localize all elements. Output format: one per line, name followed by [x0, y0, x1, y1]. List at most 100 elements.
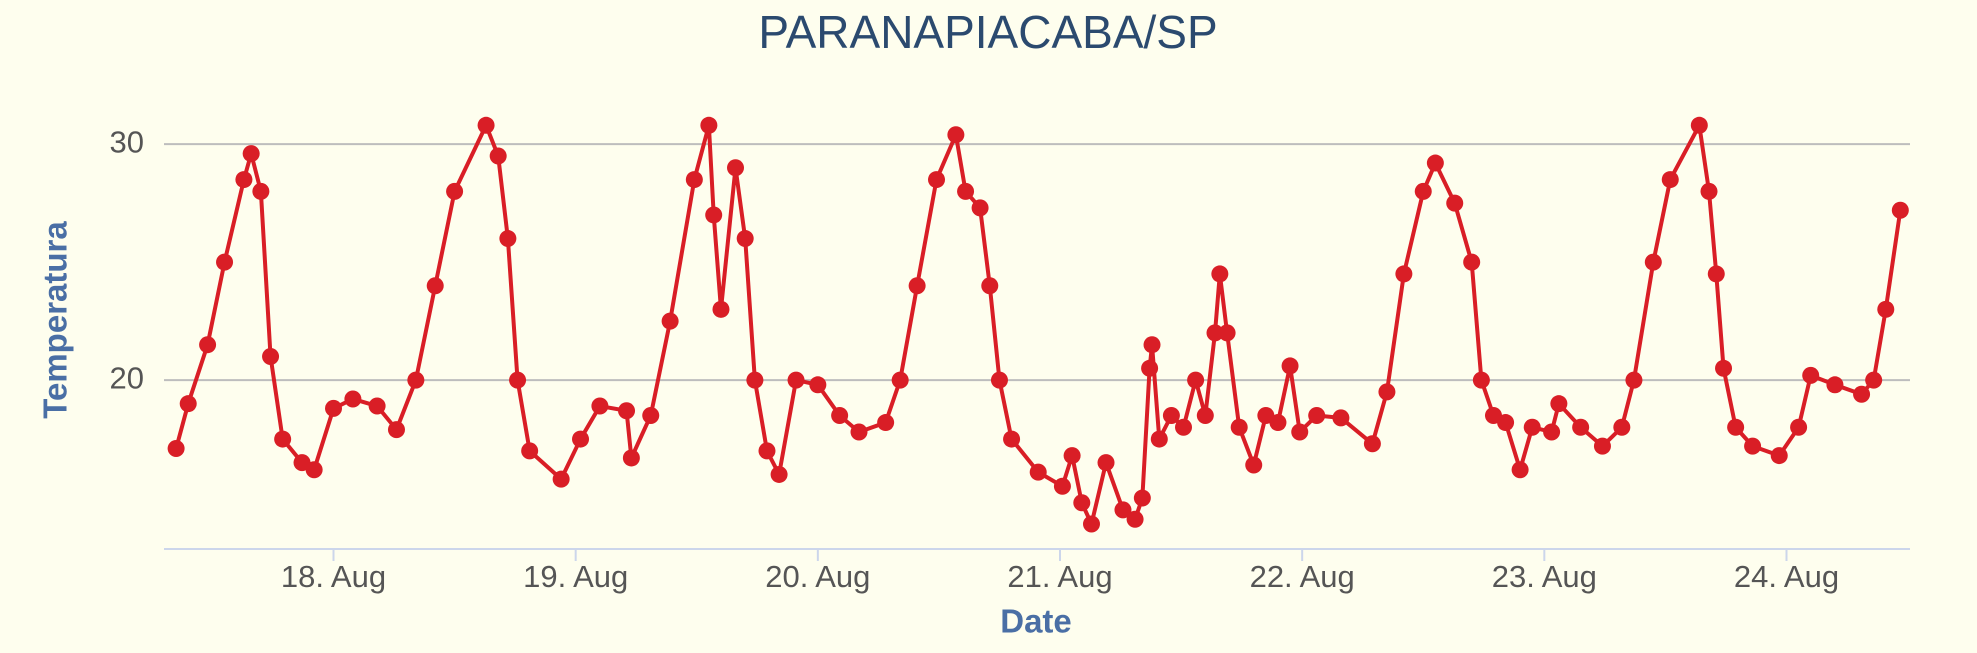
- data-point: [1196, 406, 1214, 424]
- data-point: [1187, 371, 1205, 389]
- data-point: [1865, 371, 1883, 389]
- data-point: [1414, 182, 1432, 200]
- x-tick-label: 21. Aug: [1007, 559, 1112, 594]
- data-point: [971, 199, 989, 217]
- data-point: [1150, 430, 1168, 448]
- data-point: [1853, 385, 1871, 403]
- data-point: [1891, 201, 1909, 219]
- data-point: [552, 470, 570, 488]
- data-point: [1308, 406, 1326, 424]
- data-point: [1053, 477, 1071, 495]
- data-point: [957, 182, 975, 200]
- data-point: [1472, 371, 1490, 389]
- x-tick-label: 19. Aug: [523, 559, 628, 594]
- data-point: [521, 442, 539, 460]
- data-point: [1572, 418, 1590, 436]
- data-point: [242, 145, 260, 163]
- data-point: [1625, 371, 1643, 389]
- data-point: [1707, 265, 1725, 283]
- data-point: [572, 430, 590, 448]
- data-point: [1175, 418, 1193, 436]
- data-point: [700, 116, 718, 134]
- data-point: [1770, 447, 1788, 465]
- data-point: [1395, 265, 1413, 283]
- data-point: [387, 421, 405, 439]
- data-point: [216, 253, 234, 271]
- data-point: [642, 406, 660, 424]
- data-point: [509, 371, 527, 389]
- data-point: [705, 206, 723, 224]
- data-point: [1446, 194, 1464, 212]
- data-point: [1003, 430, 1021, 448]
- data-point: [1269, 414, 1287, 432]
- data-point: [1426, 154, 1444, 172]
- data-point: [1218, 324, 1236, 342]
- data-point: [831, 406, 849, 424]
- data-point: [1082, 515, 1100, 533]
- data-point: [809, 376, 827, 394]
- x-tick-label: 23. Aug: [1492, 559, 1597, 594]
- data-point: [685, 171, 703, 189]
- data-point: [426, 277, 444, 295]
- data-point: [618, 402, 636, 420]
- x-tick-label: 18. Aug: [281, 559, 386, 594]
- data-point: [591, 397, 609, 415]
- data-point: [1063, 447, 1081, 465]
- data-point: [274, 430, 292, 448]
- data-point: [990, 371, 1008, 389]
- data-point: [344, 390, 362, 408]
- data-point: [746, 371, 764, 389]
- data-point: [981, 277, 999, 295]
- data-point: [325, 399, 343, 417]
- y-axis-title: Temperatura: [37, 221, 74, 419]
- x-tick-label: 20. Aug: [765, 559, 870, 594]
- data-point: [1661, 171, 1679, 189]
- data-point: [1162, 406, 1180, 424]
- data-point: [727, 159, 745, 177]
- data-point: [235, 171, 253, 189]
- data-point: [1802, 366, 1820, 384]
- data-point: [1497, 414, 1515, 432]
- data-point: [1727, 418, 1745, 436]
- data-point: [252, 182, 270, 200]
- data-point: [1690, 116, 1708, 134]
- data-point: [1593, 437, 1611, 455]
- data-point: [489, 147, 507, 165]
- data-point: [1523, 418, 1541, 436]
- data-point: [908, 277, 926, 295]
- data-point: [758, 442, 776, 460]
- data-point: [1332, 409, 1350, 427]
- data-point: [1126, 510, 1144, 528]
- data-point: [1463, 253, 1481, 271]
- data-point: [770, 465, 788, 483]
- data-point: [1114, 501, 1132, 519]
- data-point: [1790, 418, 1808, 436]
- data-point: [167, 440, 185, 458]
- data-point: [1744, 437, 1762, 455]
- chart-title: PARANAPIACABA/SP: [758, 6, 1217, 58]
- data-point: [1281, 357, 1299, 375]
- data-point: [1230, 418, 1248, 436]
- data-point: [305, 461, 323, 479]
- data-point: [787, 371, 805, 389]
- data-point: [1511, 461, 1529, 479]
- data-point: [1141, 359, 1159, 377]
- data-point: [712, 300, 730, 318]
- y-tick-label: 20: [110, 360, 144, 395]
- data-point: [1715, 359, 1733, 377]
- data-point: [891, 371, 909, 389]
- data-point: [1613, 418, 1631, 436]
- data-point: [1245, 456, 1263, 474]
- data-point: [499, 230, 517, 248]
- data-point: [477, 116, 495, 134]
- data-point: [1097, 454, 1115, 472]
- data-point: [850, 423, 868, 441]
- data-point: [1206, 324, 1224, 342]
- data-point: [1700, 182, 1718, 200]
- data-point: [179, 395, 197, 413]
- data-point: [736, 230, 754, 248]
- data-point: [1029, 463, 1047, 481]
- data-point: [928, 171, 946, 189]
